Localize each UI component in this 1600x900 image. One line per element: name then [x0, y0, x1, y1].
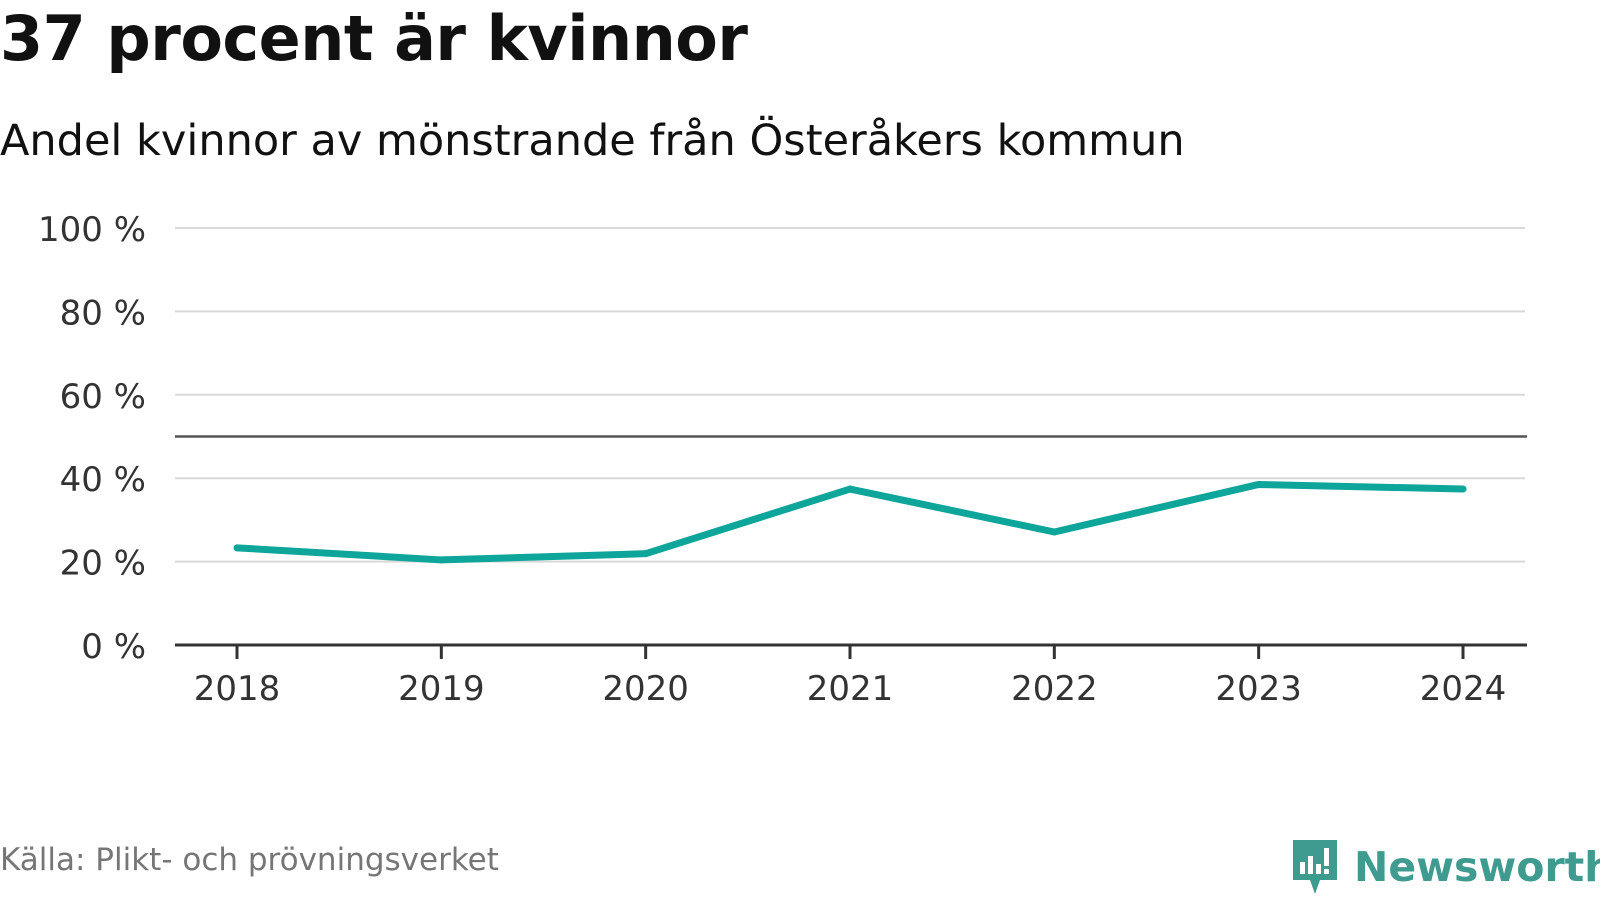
x-tick-label: 2020: [602, 669, 689, 709]
source-note: Källa: Plikt- och prövningsverket: [0, 842, 499, 878]
brand-logo: Newsworthy: [1290, 838, 1600, 896]
data-point-2021: [846, 485, 854, 493]
x-tick-label: 2022: [1011, 669, 1098, 709]
brand-name: Newsworthy: [1354, 843, 1600, 891]
y-tick-label: 40 %: [60, 460, 146, 500]
data-point-2023: [1255, 480, 1263, 488]
y-tick-label: 20 %: [60, 544, 146, 584]
data-point-2020: [642, 550, 650, 558]
data-point-2018: [233, 544, 241, 552]
y-tick-label: 100 %: [38, 210, 146, 250]
x-tick-label: 2021: [807, 669, 894, 709]
data-point-2024: [1459, 485, 1467, 493]
data-point-2022: [1050, 528, 1058, 536]
newsworthy-logo-icon: [1293, 840, 1337, 894]
data-point-2019: [437, 556, 445, 564]
x-tick-label: 2018: [194, 669, 281, 709]
data-line-series: [236, 480, 1464, 564]
x-tick-label: 2023: [1215, 669, 1302, 709]
chart-title: 37 procent är kvinnor: [0, 2, 748, 75]
y-tick-label: 60 %: [60, 377, 146, 417]
chart-subtitle: Andel kvinnor av mönstrande från Österåk…: [0, 116, 1185, 166]
y-tick-label: 80 %: [60, 293, 146, 333]
x-tick-label: 2024: [1420, 669, 1507, 709]
x-tick-label: 2019: [398, 669, 485, 709]
y-tick-label: 0 %: [81, 627, 146, 667]
